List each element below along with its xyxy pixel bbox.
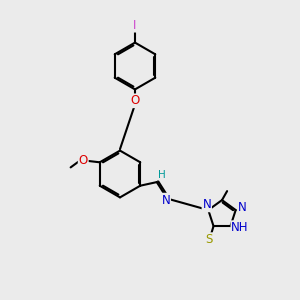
Text: O: O (79, 154, 88, 167)
Text: H: H (158, 169, 166, 180)
Text: N: N (238, 201, 247, 214)
Text: I: I (133, 19, 137, 32)
Text: O: O (130, 94, 140, 107)
Text: N: N (202, 199, 211, 212)
Text: S: S (205, 233, 213, 246)
Text: N: N (161, 194, 170, 207)
Text: NH: NH (231, 221, 249, 234)
